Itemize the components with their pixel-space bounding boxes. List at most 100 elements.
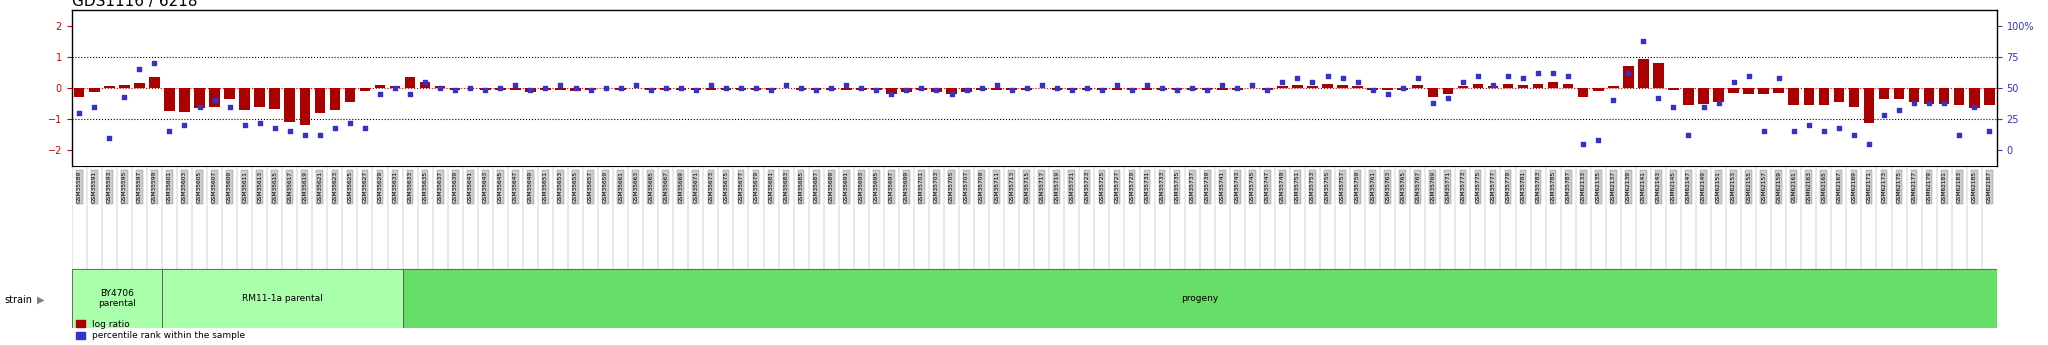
Text: GSM35701: GSM35701: [920, 171, 924, 203]
Bar: [330, 88, 340, 110]
Bar: [1442, 88, 1454, 93]
Bar: [1954, 88, 1964, 105]
Text: GSM35775: GSM35775: [1475, 171, 1481, 203]
Bar: [1188, 88, 1198, 90]
Point: [424, 85, 457, 91]
Point: [1567, 141, 1599, 147]
Point: [573, 88, 606, 93]
Bar: [901, 88, 911, 92]
Bar: [870, 88, 881, 90]
Text: GSM35665: GSM35665: [649, 171, 653, 203]
Text: GSM35695: GSM35695: [874, 171, 879, 203]
Bar: [811, 88, 821, 90]
Point: [1221, 85, 1253, 91]
Bar: [1878, 88, 1888, 99]
Point: [1823, 125, 1855, 130]
Point: [244, 120, 276, 126]
Text: GSM35669: GSM35669: [678, 171, 684, 203]
Point: [1671, 132, 1704, 138]
Text: GSM62183: GSM62183: [1956, 171, 1962, 203]
Bar: [1968, 88, 1980, 108]
Point: [1190, 88, 1223, 93]
Bar: [375, 85, 385, 88]
Text: GSM35605: GSM35605: [197, 171, 203, 203]
Text: GSM35671: GSM35671: [694, 171, 698, 203]
Point: [1296, 79, 1329, 85]
Point: [1898, 100, 1931, 106]
Text: GSM35623: GSM35623: [332, 171, 338, 203]
Text: GSM35687: GSM35687: [813, 171, 819, 203]
Bar: [569, 88, 582, 91]
Point: [618, 83, 651, 88]
Bar: [1096, 88, 1108, 90]
Point: [137, 60, 170, 66]
Point: [604, 85, 637, 91]
Text: GSM35763: GSM35763: [1384, 171, 1391, 203]
Text: GSM35617: GSM35617: [287, 171, 293, 203]
Point: [182, 104, 215, 109]
Bar: [1985, 88, 1995, 105]
Text: GSM35639: GSM35639: [453, 171, 457, 203]
Point: [815, 85, 848, 91]
Text: GSM35735: GSM35735: [1176, 171, 1180, 203]
Point: [455, 85, 487, 91]
Point: [829, 83, 862, 88]
Bar: [1473, 84, 1483, 88]
Bar: [1413, 85, 1423, 88]
Bar: [915, 88, 926, 90]
Point: [965, 85, 997, 91]
Point: [393, 91, 426, 97]
Point: [319, 125, 352, 130]
Bar: [1833, 88, 1843, 102]
Bar: [479, 88, 492, 90]
Bar: [887, 88, 897, 93]
Text: GSM35753: GSM35753: [1311, 171, 1315, 203]
Text: GSM35749: GSM35749: [1280, 171, 1284, 203]
Point: [1386, 85, 1419, 91]
Text: GSM35781: GSM35781: [1520, 171, 1526, 203]
Point: [995, 88, 1028, 93]
Point: [227, 122, 260, 128]
Text: GSM35685: GSM35685: [799, 171, 803, 203]
Bar: [1458, 87, 1468, 88]
Text: GSM35717: GSM35717: [1038, 171, 1044, 203]
Point: [199, 98, 231, 103]
Point: [379, 85, 412, 91]
Bar: [842, 88, 852, 90]
Point: [528, 85, 561, 91]
Text: GSM35769: GSM35769: [1430, 171, 1436, 203]
Bar: [1202, 88, 1212, 90]
Text: GSM35629: GSM35629: [377, 171, 383, 203]
Text: GSM62151: GSM62151: [1716, 171, 1720, 203]
Bar: [676, 88, 686, 90]
Bar: [1909, 88, 1919, 102]
Text: GSM35723: GSM35723: [1083, 171, 1090, 203]
Bar: [162, 269, 403, 328]
Bar: [254, 88, 264, 107]
Bar: [1577, 88, 1589, 97]
Point: [1778, 129, 1810, 134]
Bar: [360, 88, 371, 91]
Bar: [752, 88, 762, 90]
Text: GSM62149: GSM62149: [1702, 171, 1706, 203]
Text: GSM35787: GSM35787: [1565, 171, 1571, 203]
Bar: [1337, 86, 1348, 88]
Point: [1808, 129, 1841, 134]
Bar: [721, 88, 731, 90]
Bar: [1382, 88, 1393, 90]
Text: GSM35657: GSM35657: [588, 171, 594, 203]
Bar: [1759, 88, 1769, 94]
Point: [725, 85, 758, 91]
Point: [1372, 91, 1405, 97]
Point: [739, 85, 772, 91]
Text: GSM62179: GSM62179: [1927, 171, 1931, 203]
Point: [770, 83, 803, 88]
Text: GSM35747: GSM35747: [1266, 171, 1270, 203]
Point: [1913, 100, 1946, 106]
Text: GSM35785: GSM35785: [1550, 171, 1556, 203]
Point: [1626, 38, 1659, 43]
Bar: [555, 88, 565, 90]
Bar: [195, 88, 205, 108]
Point: [1327, 75, 1360, 81]
Text: GSM35721: GSM35721: [1069, 171, 1075, 203]
